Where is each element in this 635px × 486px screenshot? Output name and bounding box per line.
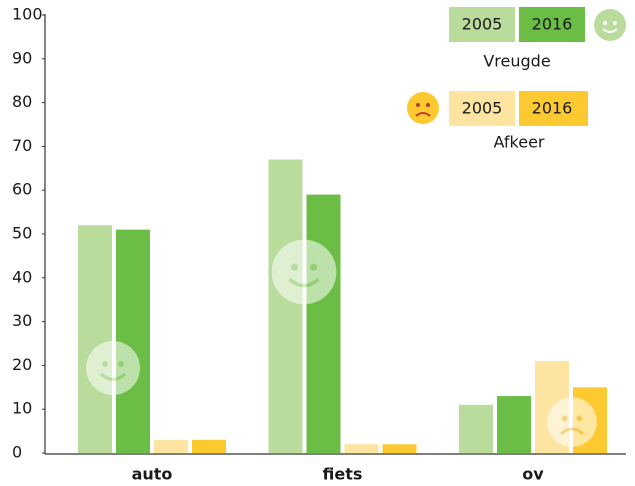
x-tick-label: ov xyxy=(522,465,544,484)
bar xyxy=(344,444,379,453)
bar xyxy=(306,194,341,453)
bar xyxy=(154,439,188,453)
y-tick-label: 0 xyxy=(12,443,22,462)
legend-swatch xyxy=(449,7,515,42)
decor xyxy=(86,239,597,447)
bars xyxy=(78,159,607,454)
legend-swatch xyxy=(449,91,515,126)
y-tick-label: 70 xyxy=(12,136,32,155)
legend-group-label: Vreugde xyxy=(483,52,550,71)
y-tick-label: 80 xyxy=(12,92,32,111)
legend-label: 2005 xyxy=(462,99,503,118)
legend-label: 2005 xyxy=(462,15,503,34)
y-tick-label: 60 xyxy=(12,180,32,199)
legend-label: 2016 xyxy=(532,15,573,34)
bar xyxy=(192,439,226,453)
sad-face xyxy=(547,397,597,447)
sad-icon xyxy=(407,92,439,124)
legend-group-label: Afkeer xyxy=(494,133,545,152)
bar xyxy=(78,225,112,453)
legend-label: 2016 xyxy=(532,99,573,118)
x-tick-label: auto xyxy=(132,465,173,484)
happy-face xyxy=(86,341,140,395)
legend-swatch xyxy=(519,7,585,42)
bar xyxy=(382,444,417,453)
y-tick-label: 10 xyxy=(12,399,32,418)
bar xyxy=(116,229,150,453)
y-tick-label: 20 xyxy=(12,355,32,374)
y-tick-label: 40 xyxy=(12,267,32,286)
y-tick-label: 90 xyxy=(12,48,32,67)
x-tick-label: fiets xyxy=(323,465,363,484)
bar xyxy=(497,396,531,453)
happy-icon xyxy=(594,9,626,41)
legend xyxy=(407,9,626,124)
bar xyxy=(268,159,303,454)
y-tick-label: 50 xyxy=(12,224,32,243)
y-tick-label: 100 xyxy=(12,5,43,24)
happy-face xyxy=(271,239,337,305)
bar xyxy=(459,404,493,453)
legend-swatch xyxy=(519,91,588,126)
y-tick-label: 30 xyxy=(12,311,32,330)
